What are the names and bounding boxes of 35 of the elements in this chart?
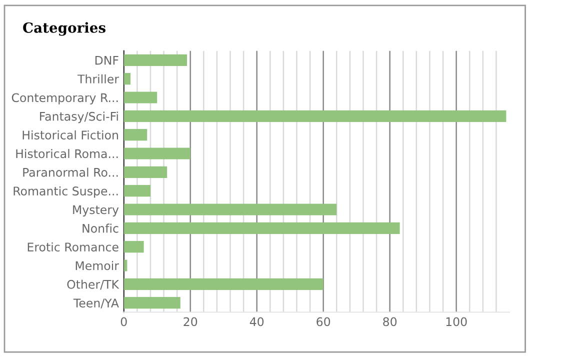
y-tick-label: Historical Fiction xyxy=(22,130,118,140)
y-tick-label: Fantasy/Sci-Fi xyxy=(40,112,118,124)
x-tick-label: 80 xyxy=(383,317,397,326)
y-tick-label: Other/TK xyxy=(67,280,120,290)
y-tick-label: Erotic Romance xyxy=(28,242,118,252)
bar xyxy=(124,148,190,160)
x-tick-label: 100 xyxy=(446,317,467,326)
bar xyxy=(124,204,337,216)
bar xyxy=(124,73,131,85)
bar xyxy=(124,92,158,104)
y-tick-label: Thriller xyxy=(77,74,119,84)
bar xyxy=(124,129,148,141)
bar xyxy=(124,185,150,197)
bar xyxy=(124,278,324,290)
bar xyxy=(124,110,506,122)
x-tick-label: 60 xyxy=(316,317,330,326)
bar xyxy=(124,241,144,253)
bar xyxy=(124,297,180,309)
x-tick-label: 40 xyxy=(250,317,264,326)
chart-title: Categories xyxy=(23,22,106,36)
y-tick-label: Teen/YA xyxy=(73,298,119,308)
y-tick-label: Historical Roma... xyxy=(16,149,118,158)
x-tick-label: 20 xyxy=(184,317,198,326)
bar xyxy=(124,260,128,272)
y-tick-label: Contemporary R... xyxy=(12,93,118,104)
y-tick-label: Nonfic xyxy=(82,224,118,233)
x-tick-label: 0 xyxy=(120,317,127,326)
y-tick-label: Romantic Suspe... xyxy=(14,186,118,198)
y-tick-label: Paranormal Ro... xyxy=(23,168,118,177)
y-tick-label: Mystery xyxy=(73,205,119,216)
bar xyxy=(124,166,168,178)
y-tick-label: DNF xyxy=(95,56,118,65)
bar xyxy=(124,54,188,66)
bar xyxy=(124,222,400,234)
y-tick-label: Memoir xyxy=(76,261,119,270)
